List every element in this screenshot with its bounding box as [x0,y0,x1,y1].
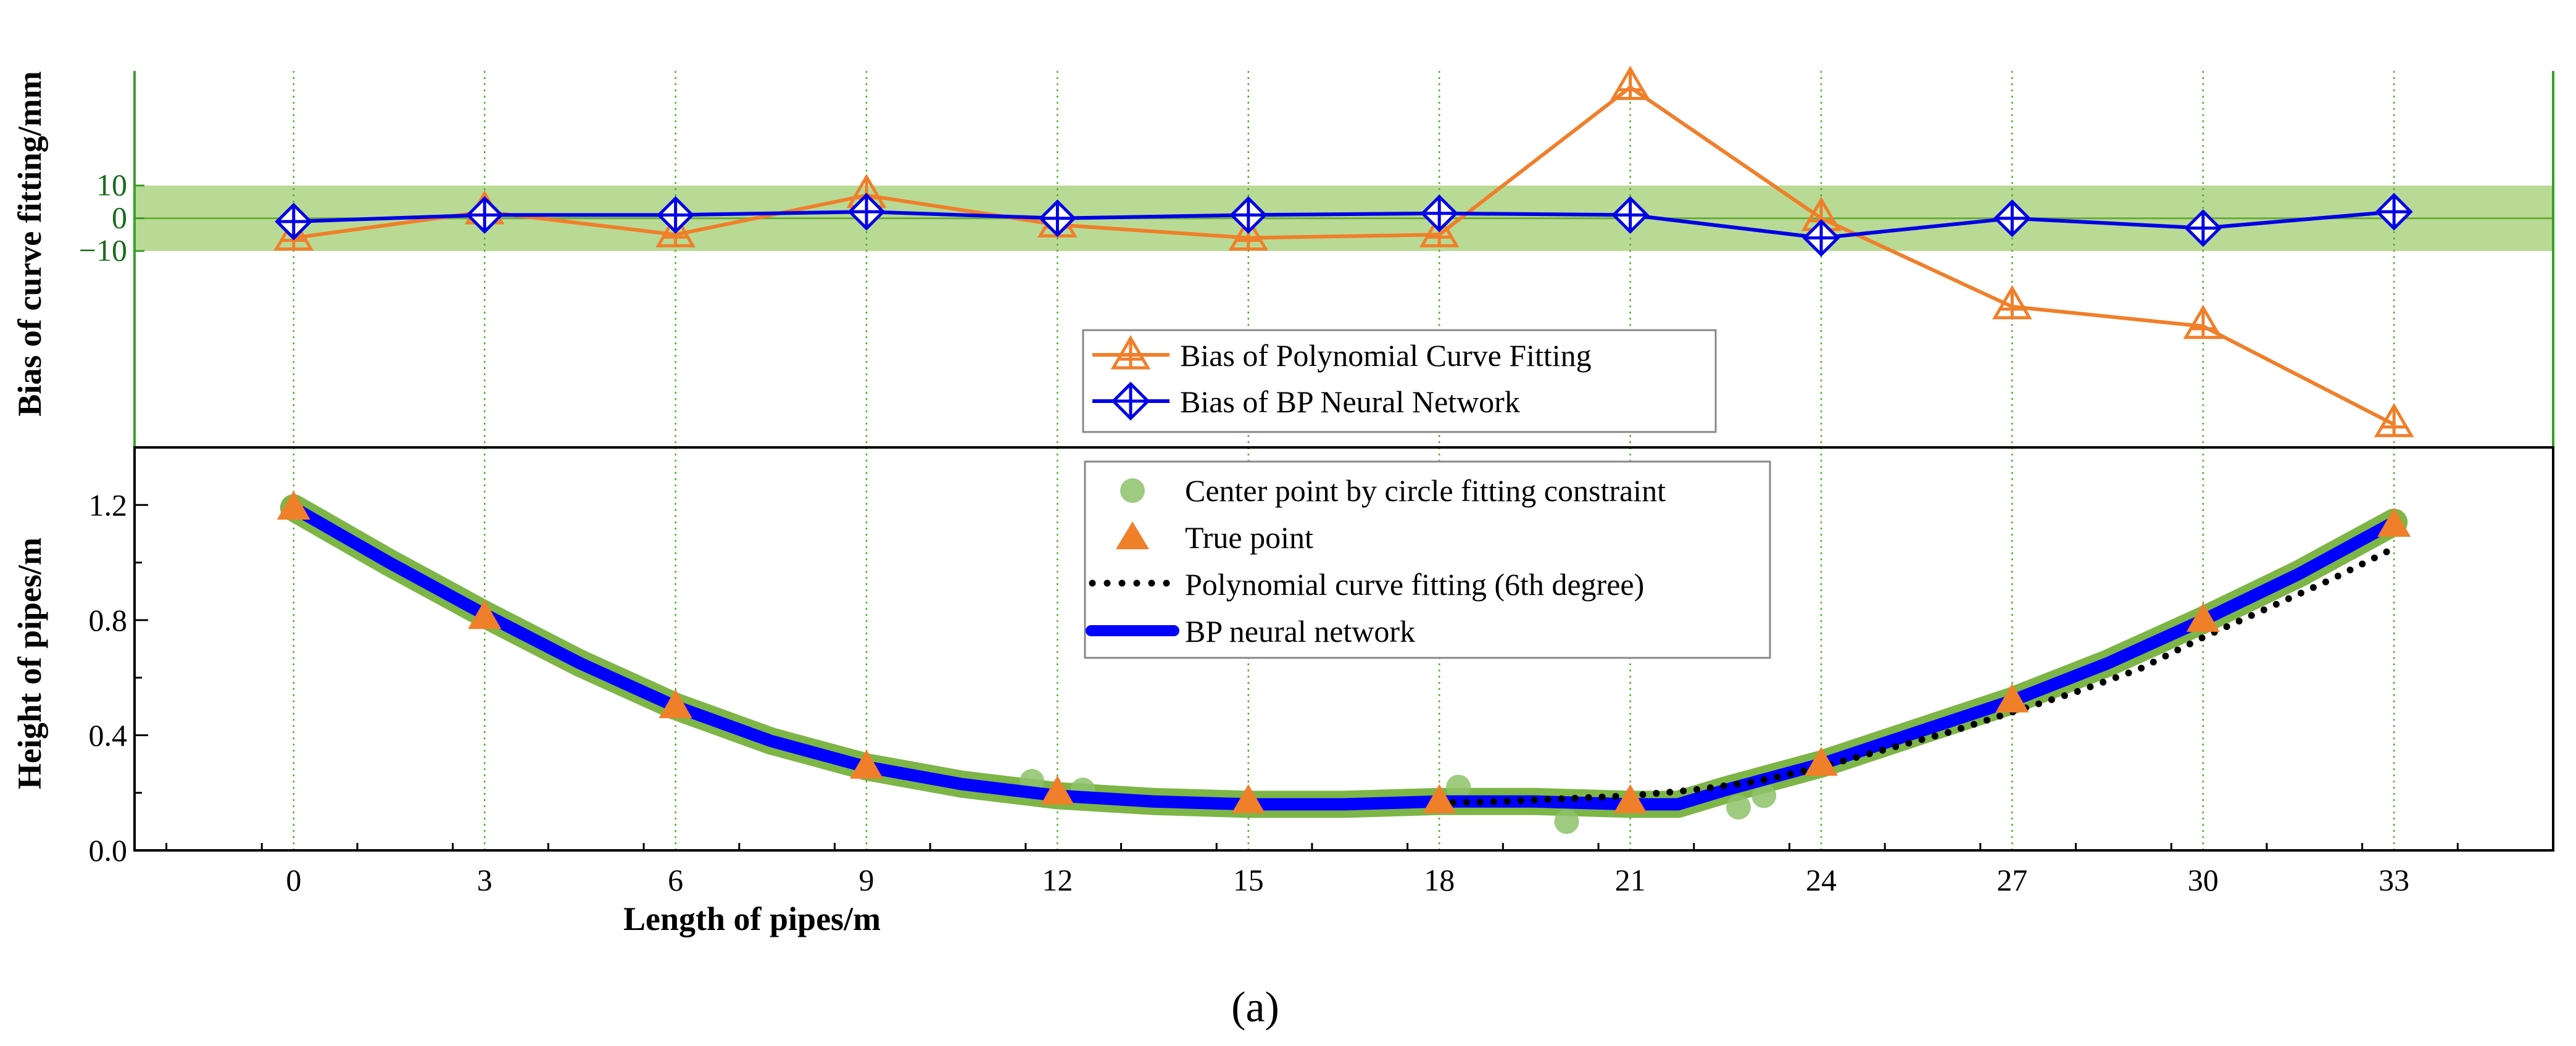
x-tick-label-33: 33 [2379,863,2409,897]
figure-caption: (a) [1231,984,1279,1031]
bias-y-tick-label-0: 10 [96,168,127,202]
bias-bp-marker-0 [275,202,313,241]
bias-y-tick-label-2: −10 [79,233,127,268]
x-tick-label-24: 24 [1806,863,1837,897]
true-point-3 [850,749,884,779]
bias-bp-marker-5 [1229,196,1268,234]
bias-line-1 [293,210,2395,240]
bias-bp-marker-8 [1802,218,1840,257]
legend-center-point-marker [1120,478,1145,503]
bias-series [273,65,2414,438]
height-y-axis-title: Height of pipes/m [11,538,48,789]
legend-bp-bias-marker [1111,381,1150,421]
legend-poly-bias-marker [1110,335,1151,370]
x-tick-label-0: 0 [286,863,301,897]
height-legend-box [1084,460,1771,659]
bias-bp-marker-10 [2184,209,2222,247]
legend-bp-bias-label: Bias of BP Neural Network [1180,384,1520,419]
x-tick-label-6: 6 [668,863,683,897]
x-tick-label-15: 15 [1233,863,1264,897]
bias-bp-marker-11 [2375,193,2413,231]
x-tick-label-30: 30 [2188,863,2219,897]
bias-poly-marker-10 [2183,304,2224,339]
legend-poly-bias-label: Bias of Polynomial Curve Fitting [1180,338,1592,373]
true-point-11 [2377,507,2411,537]
bias-bp-marker-3 [847,193,886,231]
bias-bp-marker-9 [1993,199,2031,238]
true-point-8 [1804,747,1838,776]
bias-legend-box [1082,329,1717,433]
bias-poly-marker-7 [1610,65,1650,101]
bias-legend: Bias of Polynomial Curve Fitting Bias of… [1082,329,1717,433]
true-point-10 [2186,602,2220,632]
legend-bp-label: BP neural network [1185,614,1415,649]
bias-y-tick-label-1: 0 [112,201,127,235]
x-tick-label-12: 12 [1042,863,1073,897]
bias-bp-marker-7 [1611,196,1650,234]
bias-bp-marker-1 [465,196,504,234]
legend-center-point-label: Center point by circle fitting constrain… [1185,473,1666,508]
x-tick-label-21: 21 [1615,863,1646,897]
bias-bp-marker-2 [657,196,695,234]
bias-poly-marker-11 [2374,402,2414,438]
center-point-5 [1751,783,1777,808]
true-point-0 [276,490,310,520]
height-legend: Center point by circle fitting constrain… [1084,460,1771,659]
bias-bp-marker-4 [1038,199,1076,238]
bias-bp-marker-6 [1420,194,1458,233]
x-tick-label-18: 18 [1424,863,1455,897]
true-point-4 [1041,775,1074,805]
center-point-3 [1554,809,1579,834]
height-series [276,490,2411,834]
true-point-6 [1423,784,1456,813]
true-point-2 [659,689,692,718]
height-y-tick-label-2: 0.8 [89,603,128,637]
height-panel-frame [133,446,2554,852]
x-tick-label-27: 27 [1996,863,2027,897]
x-tick-label-9: 9 [859,863,875,897]
bias-line-0 [293,85,2395,426]
true-point-9 [1995,683,2029,713]
bias-poly-marker-9 [1992,284,2032,320]
center-point-2 [1446,774,1471,800]
axes [133,71,2554,852]
legend-true-point-label: True point [1185,520,1313,555]
bias-y-axis-title: Bias of curve fitting/mm [11,71,48,416]
x-tick-label-3: 3 [477,863,492,897]
height-y-tick-label-1: 0.4 [89,718,128,752]
height-y-tick-label-0: 0.0 [89,833,128,868]
center-point-4 [1726,795,1751,820]
legend-true-point-marker [1116,521,1149,549]
height-y-tick-label-3: 1.2 [89,488,128,522]
bp-neural-network-line [287,501,2401,811]
true-point-5 [1231,784,1265,813]
x-axis-title: Length of pipes/m [623,900,881,937]
legend-poly-fit-label: Polynomial curve fitting (6th degree) [1185,567,1644,602]
true-point-7 [1613,784,1647,813]
true-point-1 [468,600,502,629]
